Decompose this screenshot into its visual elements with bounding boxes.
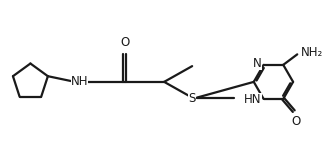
Text: S: S <box>189 92 196 104</box>
Text: NH: NH <box>71 75 88 88</box>
Text: NH₂: NH₂ <box>301 46 323 59</box>
Text: N: N <box>253 58 262 71</box>
Text: O: O <box>292 115 301 128</box>
Text: HN: HN <box>244 93 262 106</box>
Text: O: O <box>120 36 130 49</box>
